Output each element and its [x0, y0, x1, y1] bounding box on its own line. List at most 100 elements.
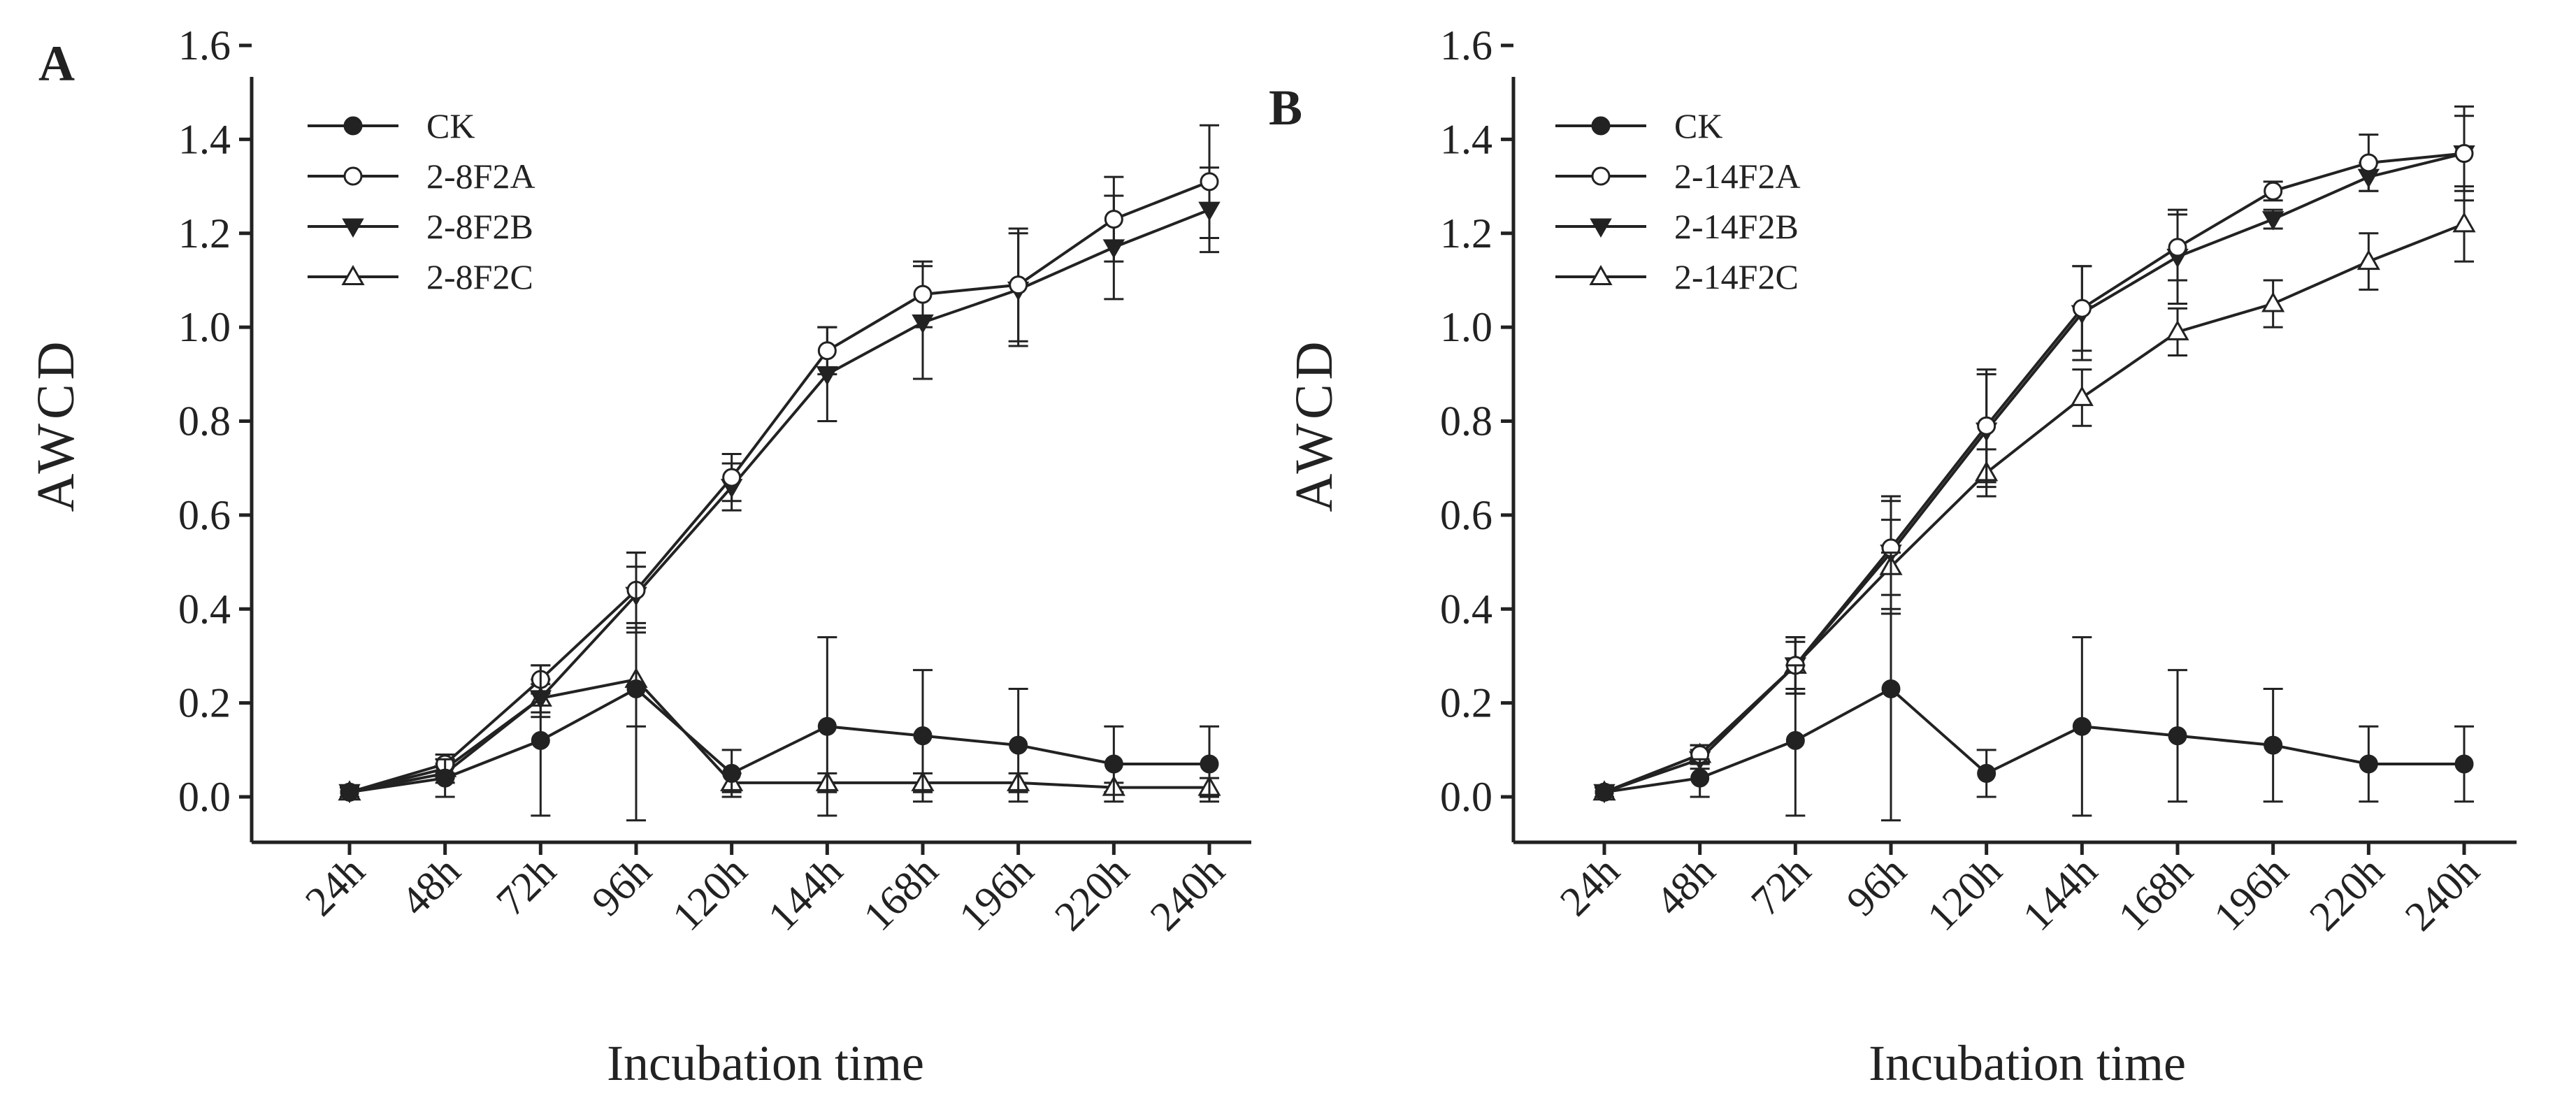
y-tick-label: 0.6 — [1440, 492, 1492, 538]
data-point — [1690, 768, 1710, 788]
data-point — [2168, 238, 2187, 257]
series-CK — [340, 552, 1219, 822]
series-2-8F2C — [338, 631, 1221, 801]
y-tick-label: 0.4 — [1440, 586, 1492, 632]
x-tick-label: 72h — [487, 848, 564, 925]
x-tick-label: 120h — [1918, 848, 2010, 940]
legend-label: 2-8F2B — [426, 207, 533, 246]
y-tick-label: 1.6 — [178, 22, 231, 69]
y-tick-label: 0.4 — [178, 586, 231, 632]
legend: CK 2-8F2A 2-8F2B 2-8F2C — [308, 106, 535, 296]
y-tick-label: 1.0 — [178, 304, 231, 350]
legend-marker — [341, 264, 365, 285]
data-point — [913, 726, 933, 746]
data-point — [2261, 291, 2285, 312]
data-point — [913, 284, 933, 304]
data-point — [1977, 763, 1996, 783]
y-tick-label: 1.0 — [1440, 304, 1492, 350]
data-point — [1104, 754, 1123, 774]
y-tick-label: 0.6 — [178, 492, 231, 538]
data-point — [2359, 153, 2378, 173]
data-point — [2070, 385, 2094, 406]
data-point — [2072, 716, 2092, 736]
legend-label: 2-8F2C — [426, 257, 533, 296]
legend-label: CK — [426, 106, 475, 145]
series-line — [349, 208, 1210, 794]
legend-marker — [1591, 116, 1611, 136]
y-tick-label: 1.4 — [178, 116, 231, 162]
data-point — [2454, 144, 2474, 164]
data-point — [722, 763, 742, 783]
data-point — [817, 341, 837, 361]
series-line — [1604, 687, 2464, 794]
legend-label: 2-14F2C — [1674, 257, 1799, 296]
y-tick-label: 0.2 — [178, 680, 231, 726]
data-point — [2359, 754, 2378, 774]
data-point — [626, 679, 646, 698]
y-tick-label: 0.8 — [1440, 398, 1492, 445]
data-point — [2356, 250, 2380, 271]
x-tick-label: 220h — [1046, 848, 1138, 940]
data-point — [1977, 416, 1996, 435]
series-line — [1604, 152, 2465, 794]
series-line — [1604, 152, 2465, 794]
legend: CK 2-14F2A 2-14F2B 2-14F2C — [1555, 106, 1801, 296]
y-tick-label: 0.2 — [1440, 680, 1492, 726]
data-point — [1104, 210, 1123, 229]
data-point — [1009, 275, 1028, 295]
x-tick-label: 96h — [583, 848, 660, 925]
y-tick-label: 0.0 — [1440, 774, 1492, 820]
x-tick-label: 48h — [1647, 848, 1724, 925]
x-tick-label: 240h — [2396, 848, 2489, 940]
legend-marker — [1590, 218, 1612, 238]
legend-label: 2-14F2A — [1674, 157, 1801, 196]
x-tick-label: 144h — [759, 848, 851, 940]
series-2-8F2A — [340, 124, 1219, 802]
x-axis-title: Incubation time — [1869, 1035, 2186, 1091]
x-tick-label: 240h — [1142, 848, 1234, 940]
panel-label: A — [38, 36, 75, 92]
legend-marker — [342, 218, 364, 238]
x-tick-label: 72h — [1742, 848, 1819, 925]
data-point — [340, 782, 359, 802]
x-tick-label: 120h — [663, 848, 756, 940]
legend-marker — [1589, 264, 1613, 285]
panel-a: A 0.0 0.2 0.4 0.6 0.8 1.0 1.2 1.4 1.6 24h 48h 72h 96h… — [27, 22, 1251, 1091]
data-point — [1200, 172, 1219, 192]
x-axis-title: Incubation time — [607, 1035, 924, 1091]
x-tick-label: 48h — [392, 848, 469, 925]
series-line — [1604, 222, 2465, 794]
data-point — [1881, 679, 1901, 698]
y-tick-label: 1.2 — [1440, 210, 1492, 257]
legend-label: 2-14F2B — [1674, 207, 1799, 246]
data-point — [817, 716, 837, 736]
series-line — [349, 180, 1210, 794]
legend-label: CK — [1674, 106, 1722, 145]
y-tick-label: 1.4 — [1440, 116, 1492, 162]
y-tick-label: 0.8 — [178, 398, 231, 445]
legend-marker — [343, 166, 363, 186]
y-tick-label: 1.2 — [178, 210, 231, 257]
y-tick-label: 0.0 — [178, 774, 231, 820]
data-point — [2264, 181, 2283, 201]
data-point — [722, 468, 742, 487]
x-tick-label: 168h — [855, 848, 947, 940]
series-line — [349, 677, 1209, 794]
data-point — [2166, 319, 2189, 340]
x-tick-label: 196h — [950, 848, 1042, 940]
series-line — [349, 687, 1209, 794]
y-axis-title: AWCD — [27, 337, 85, 512]
x-tick-label: 196h — [2205, 848, 2297, 940]
data-point — [2072, 298, 2092, 318]
legend-marker — [343, 116, 363, 136]
x-tick-label: 220h — [2301, 848, 2393, 940]
data-point — [2264, 735, 2283, 755]
legend-label: 2-8F2A — [426, 157, 535, 196]
series-CK — [1595, 552, 2474, 822]
data-point — [1785, 730, 1805, 750]
panel-b: B 0.0 0.2 0.4 0.6 0.8 1.0 1.2 1.4 1.6 24h 48h 72h 96h… — [1269, 22, 2517, 1091]
data-point — [2454, 754, 2474, 774]
x-tick-label: 96h — [1838, 848, 1915, 925]
data-point — [1009, 735, 1028, 755]
